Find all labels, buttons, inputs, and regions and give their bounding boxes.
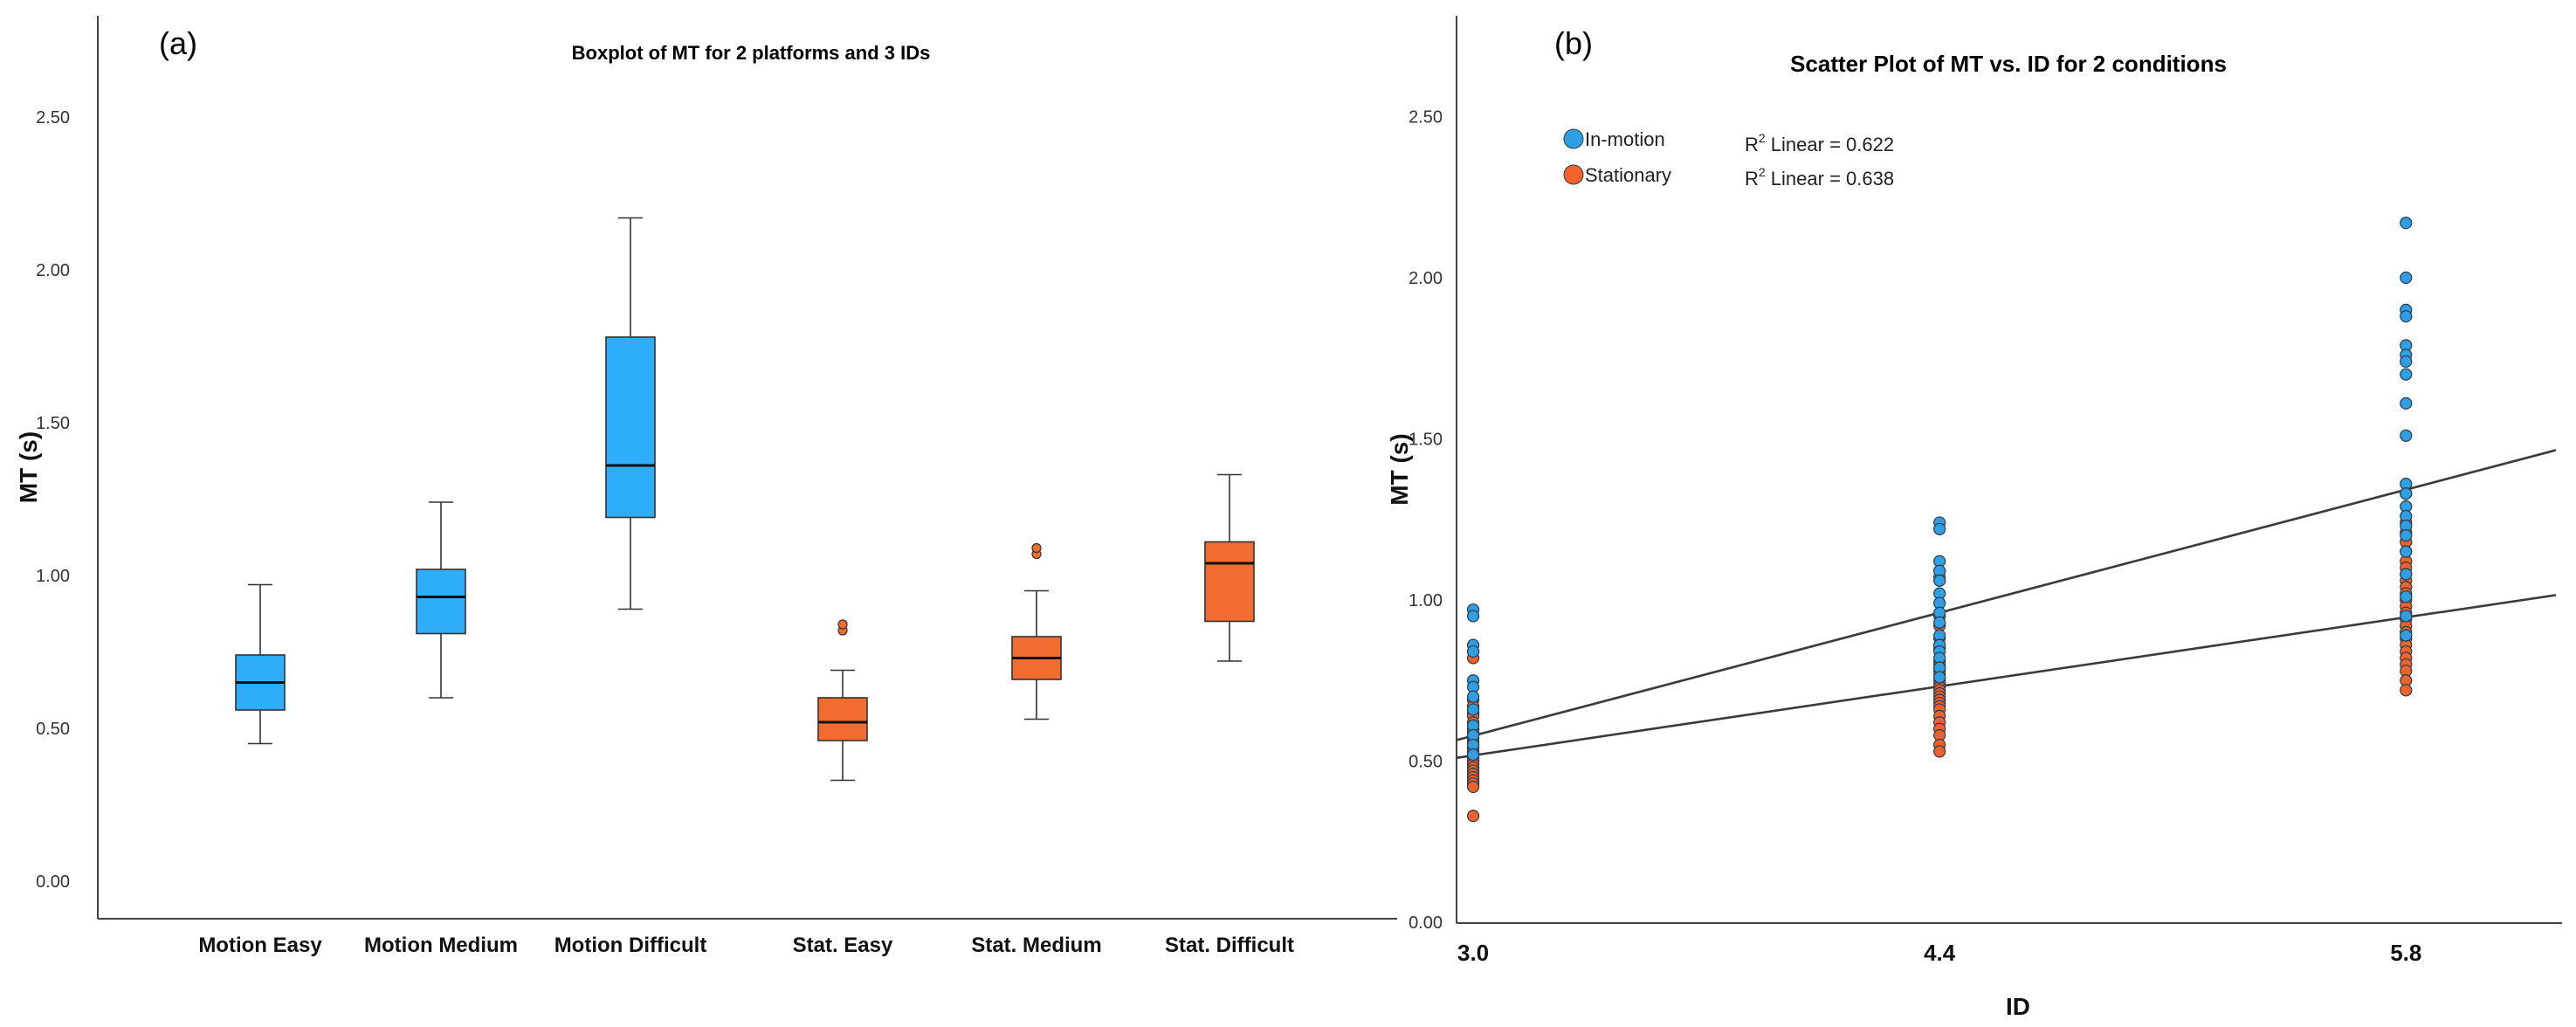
point-in-motion-46 bbox=[2400, 610, 2413, 623]
point-in-motion-16 bbox=[1933, 574, 1946, 587]
point-in-motion-42 bbox=[2400, 529, 2413, 542]
r2-stationary: R2 Linear = 0.638 bbox=[1745, 165, 1894, 190]
r2-stationary-r: R bbox=[1745, 168, 1759, 190]
panel-a-y-tick-2-00: 2.00 bbox=[36, 261, 70, 280]
panel-a-y-tick-1-50: 1.50 bbox=[36, 414, 70, 433]
box-motion-medium bbox=[416, 501, 466, 699]
category-label-motion-easy: Motion Easy bbox=[198, 934, 322, 957]
panel-a-boxplot: (a) Boxplot of MT for 2 platforms and 3 … bbox=[15, 16, 1397, 957]
panel-b-x-ticks: 3.0 4.4 5.8 bbox=[1457, 940, 2421, 966]
legend-stationary-label: Stationary bbox=[1585, 164, 1671, 186]
panel-b-y-tick-0-50: 0.50 bbox=[1409, 753, 1443, 772]
panel-a-boxes bbox=[235, 217, 1255, 782]
point-in-motion-13 bbox=[1933, 522, 1946, 535]
point-in-motion-36 bbox=[2400, 429, 2413, 442]
box-motion-difficult bbox=[605, 217, 656, 610]
panel-b-axes bbox=[1456, 16, 2562, 924]
category-label-stat-easy: Stat. Easy bbox=[793, 934, 893, 957]
point-in-motion-6 bbox=[1466, 690, 1480, 703]
point-in-motion-26 bbox=[1933, 671, 1946, 684]
panel-a-category-labels: Motion Easy Motion Medium Motion Difficult… bbox=[198, 934, 1294, 957]
point-in-motion-33 bbox=[2400, 355, 2413, 369]
point-in-motion-28 bbox=[2400, 271, 2413, 285]
box-stat-easy-iqr bbox=[817, 697, 868, 741]
panel-b-legend: In-motion Stationary R2 Linear = 0.622 R… bbox=[1563, 128, 1894, 190]
point-in-motion-27 bbox=[2400, 217, 2413, 230]
panel-a-y-tick-2-50: 2.50 bbox=[36, 108, 70, 128]
point-in-motion-34 bbox=[2400, 368, 2413, 381]
panel-b-x-axis-label: ID bbox=[2006, 993, 2030, 1020]
panel-b-x-tick-5-8: 5.8 bbox=[2390, 940, 2421, 966]
points-in-motion bbox=[1466, 217, 2413, 762]
legend-stationary-marker bbox=[1563, 164, 1584, 185]
r2-stationary-sup: 2 bbox=[1759, 165, 1766, 179]
panel-b-fit-lines bbox=[1456, 449, 2557, 760]
panel-a-label: (a) bbox=[159, 25, 197, 61]
r2-in-motion: R2 Linear = 0.622 bbox=[1745, 131, 1894, 155]
category-label-stat-difficult: Stat. Difficult bbox=[1165, 934, 1294, 957]
box-stat-medium bbox=[1011, 542, 1062, 720]
panel-b-y-tick-0-00: 0.00 bbox=[1409, 913, 1443, 933]
point-in-motion-35 bbox=[2400, 396, 2413, 410]
panel-b-y-tick-1-50: 1.50 bbox=[1409, 431, 1443, 450]
point-in-motion-38 bbox=[2400, 487, 2413, 500]
point-in-motion-43 bbox=[2400, 545, 2413, 558]
point-in-motion-47 bbox=[2400, 629, 2413, 642]
point-in-motion-3 bbox=[1466, 644, 1480, 658]
panel-a-y-tick-0-00: 0.00 bbox=[36, 872, 70, 892]
point-in-motion-45 bbox=[2400, 590, 2413, 603]
panel-a-y-axis-label: MT (s) bbox=[15, 431, 42, 503]
panel-b-title: Scatter Plot of MT vs. ID for 2 conditio… bbox=[1790, 51, 2227, 77]
point-in-motion-30 bbox=[2400, 310, 2413, 323]
panel-b-scatter: (b) Scatter Plot of MT vs. ID for 2 cond… bbox=[1386, 16, 2562, 1020]
fit-line-stationary bbox=[1456, 594, 2557, 760]
panel-b-points bbox=[1466, 217, 2413, 823]
legend-in-motion-label: In-motion bbox=[1585, 128, 1665, 150]
r2-stationary-text: Linear = 0.638 bbox=[1766, 168, 1894, 190]
category-label-motion-medium: Motion Medium bbox=[364, 934, 518, 957]
r2-in-motion-sup: 2 bbox=[1759, 131, 1766, 145]
panel-b-y-tick-1-00: 1.00 bbox=[1409, 591, 1443, 610]
panel-b-y-tick-2-50: 2.50 bbox=[1409, 108, 1443, 128]
point-in-motion-44 bbox=[2400, 568, 2413, 581]
box-stat-easy-outlier-1 bbox=[837, 619, 848, 630]
panel-a-y-ticks: 0.00 0.50 1.00 1.50 2.00 2.50 bbox=[36, 108, 70, 892]
fit-line-in-motion bbox=[1456, 449, 2557, 741]
box-motion-easy bbox=[235, 583, 286, 745]
point-stationary-25 bbox=[1466, 810, 1480, 823]
panel-b-y-tick-2-00: 2.00 bbox=[1409, 269, 1443, 288]
category-label-motion-difficult: Motion Difficult bbox=[554, 934, 707, 957]
point-stationary-78 bbox=[2400, 684, 2413, 697]
panel-b-x-tick-4-4: 4.4 bbox=[1924, 940, 1956, 966]
panel-a-y-tick-1-00: 1.00 bbox=[36, 567, 70, 586]
point-stationary-24 bbox=[1466, 780, 1480, 794]
box-motion-medium-iqr bbox=[416, 569, 466, 635]
legend-in-motion-marker bbox=[1563, 128, 1584, 149]
panel-b-y-ticks: 0.00 0.50 1.00 1.50 2.00 2.50 bbox=[1409, 108, 1443, 934]
point-in-motion-20 bbox=[1933, 616, 1946, 629]
panel-b-label: (b) bbox=[1554, 25, 1593, 61]
point-in-motion-7 bbox=[1466, 703, 1480, 716]
category-label-stat-medium: Stat. Medium bbox=[971, 934, 1101, 957]
box-motion-difficult-iqr bbox=[605, 336, 656, 519]
panel-b-y-axis-label: MT (s) bbox=[1386, 433, 1413, 505]
point-in-motion-1 bbox=[1466, 610, 1480, 623]
point-stationary-53 bbox=[1933, 745, 1946, 758]
panel-b-x-tick-3-0: 3.0 bbox=[1457, 940, 1489, 966]
box-stat-medium-outlier-1 bbox=[1031, 542, 1042, 554]
panel-a-axes bbox=[97, 16, 1397, 920]
panel-a-title: Boxplot of MT for 2 platforms and 3 IDs bbox=[572, 42, 931, 64]
point-in-motion-11 bbox=[1466, 748, 1480, 762]
box-stat-difficult bbox=[1204, 473, 1255, 662]
panel-a-y-tick-0-50: 0.50 bbox=[36, 720, 70, 739]
r2-in-motion-text: Linear = 0.622 bbox=[1766, 134, 1894, 155]
r2-in-motion-r: R bbox=[1745, 134, 1759, 155]
box-stat-difficult-iqr bbox=[1204, 541, 1255, 623]
box-stat-easy bbox=[817, 619, 868, 782]
